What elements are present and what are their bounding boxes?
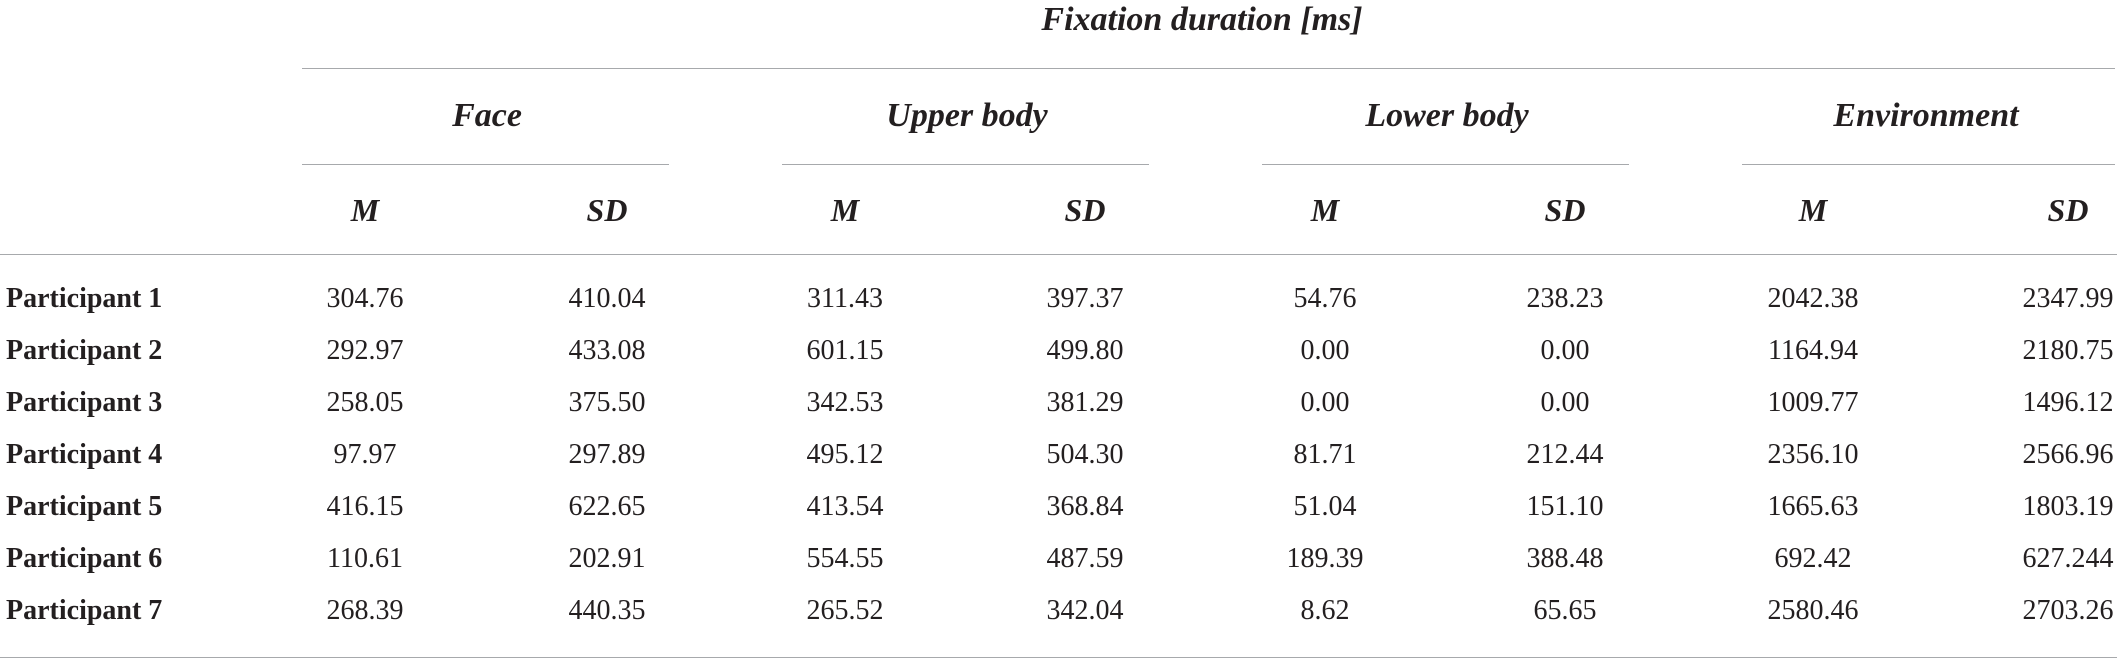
table-cell: 388.48: [1526, 543, 1604, 574]
table-cell: 0.00: [1540, 387, 1590, 418]
table-cell: 2042.38: [1767, 283, 1859, 314]
row-label: Participant 1: [6, 283, 163, 314]
row-label: Participant 5: [6, 491, 163, 522]
table-cell: 2356.10: [1767, 439, 1859, 470]
table-cell: 342.04: [1046, 595, 1124, 626]
row-label: Participant 2: [6, 335, 163, 366]
row-label: Participant 7: [6, 595, 163, 626]
table-cell: 0.00: [1540, 335, 1590, 366]
table-cell: 97.97: [333, 439, 397, 470]
table-cell: 416.15: [326, 491, 404, 522]
table-cell: 265.52: [806, 595, 884, 626]
table-cell: 189.39: [1286, 543, 1364, 574]
table-cell: 258.05: [326, 387, 404, 418]
table-cell: 202.91: [568, 543, 646, 574]
table-cell: 2347.99: [2022, 283, 2114, 314]
table-cell: 0.00: [1300, 335, 1350, 366]
table-cell: 440.35: [568, 595, 646, 626]
table-cell: 554.55: [806, 543, 884, 574]
table-cell: 487.59: [1046, 543, 1124, 574]
table-cell: 2180.75: [2022, 335, 2114, 366]
table-cell: 692.42: [1774, 543, 1852, 574]
table-cell: 1803.19: [2022, 491, 2114, 522]
table-cell: 151.10: [1526, 491, 1604, 522]
group-underline-lower-body: [1262, 164, 1629, 165]
group-underline-face: [302, 164, 669, 165]
table-cell: 268.39: [326, 595, 404, 626]
table-cell: 627.244: [2022, 543, 2114, 574]
table-cell: 410.04: [568, 283, 646, 314]
table-cell: 8.62: [1300, 595, 1350, 626]
header-divider: [0, 254, 2117, 255]
group-header-lower-body: Lower body: [1365, 97, 1529, 134]
group-header-environment: Environment: [1833, 97, 2019, 134]
table-cell: 2580.46: [1767, 595, 1859, 626]
table-cell: 1496.12: [2022, 387, 2114, 418]
table-cell: 342.53: [806, 387, 884, 418]
table-cell: 413.54: [806, 491, 884, 522]
table-cell: 51.04: [1293, 491, 1357, 522]
table-cell: 368.84: [1046, 491, 1124, 522]
group-header-face: Face: [452, 97, 522, 134]
table-cell: 601.15: [806, 335, 884, 366]
title-underline: [302, 68, 2115, 69]
table-cell: 1009.77: [1767, 387, 1859, 418]
table-cell: 2566.96: [2022, 439, 2114, 470]
stat-header-env-sd: SD: [2047, 192, 2089, 228]
stat-header-face-sd: SD: [586, 192, 628, 228]
stat-header-upper-m: M: [830, 192, 860, 228]
table-cell: 238.23: [1526, 283, 1604, 314]
table-title: Fixation duration [ms]: [1041, 1, 1363, 38]
table-cell: 292.97: [326, 335, 404, 366]
table-cell: 2703.26: [2022, 595, 2114, 626]
stat-header-lower-m: M: [1310, 192, 1340, 228]
table-cell: 433.08: [568, 335, 646, 366]
table-cell: 212.44: [1526, 439, 1604, 470]
group-underline-upper-body: [782, 164, 1149, 165]
table-cell: 54.76: [1293, 283, 1357, 314]
table-cell: 1665.63: [1767, 491, 1859, 522]
group-underline-environment: [1742, 164, 2115, 165]
table-cell: 504.30: [1046, 439, 1124, 470]
stat-header-env-m: M: [1798, 192, 1828, 228]
table-cell: 81.71: [1293, 439, 1357, 470]
table-cell: 304.76: [326, 283, 404, 314]
group-header-upper-body: Upper body: [886, 97, 1048, 134]
table-cell: 110.61: [327, 543, 403, 574]
table-cell: 495.12: [806, 439, 884, 470]
table-cell: 622.65: [568, 491, 646, 522]
table-cell: 65.65: [1533, 595, 1597, 626]
row-label: Participant 3: [6, 387, 163, 418]
table-cell: 297.89: [568, 439, 646, 470]
row-label: Participant 4: [6, 439, 163, 470]
table-cell: 1164.94: [1768, 335, 1858, 366]
row-label: Participant 6: [6, 543, 163, 574]
table-cell: 311.43: [807, 283, 883, 314]
stat-header-upper-sd: SD: [1064, 192, 1106, 228]
bottom-rule: [0, 657, 2117, 658]
table-cell: 397.37: [1046, 283, 1124, 314]
table-cell: 375.50: [568, 387, 646, 418]
table-cell: 499.80: [1046, 335, 1124, 366]
table-cell: 381.29: [1046, 387, 1124, 418]
table-cell: 0.00: [1300, 387, 1350, 418]
stat-header-face-m: M: [350, 192, 380, 228]
stat-header-lower-sd: SD: [1544, 192, 1586, 228]
